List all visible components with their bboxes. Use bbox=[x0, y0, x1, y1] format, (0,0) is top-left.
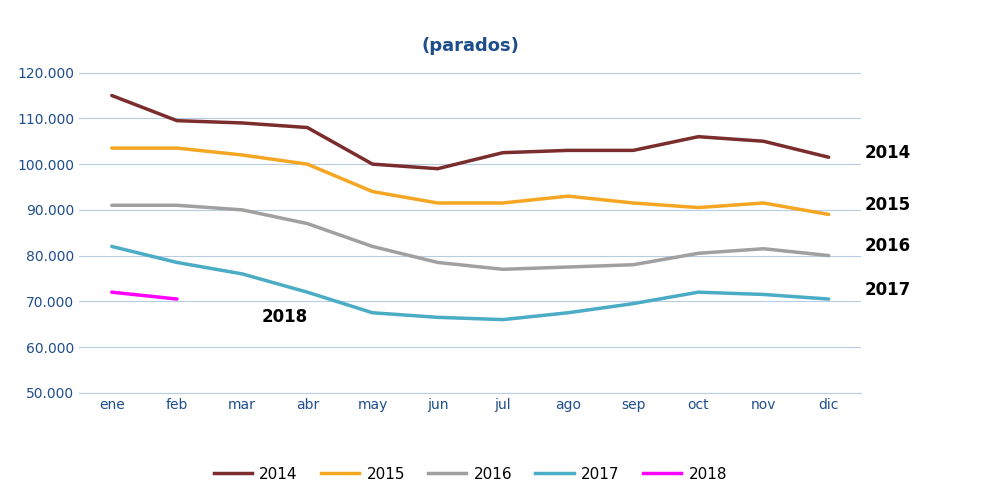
Text: 2016: 2016 bbox=[864, 238, 911, 255]
Text: 2017: 2017 bbox=[864, 281, 911, 299]
Text: 2015: 2015 bbox=[864, 196, 911, 214]
Legend: 2014, 2015, 2016, 2017, 2018: 2014, 2015, 2016, 2017, 2018 bbox=[208, 461, 733, 488]
Text: 2018: 2018 bbox=[261, 308, 308, 327]
Title: (parados): (parados) bbox=[422, 37, 519, 55]
Text: 2014: 2014 bbox=[864, 144, 911, 162]
